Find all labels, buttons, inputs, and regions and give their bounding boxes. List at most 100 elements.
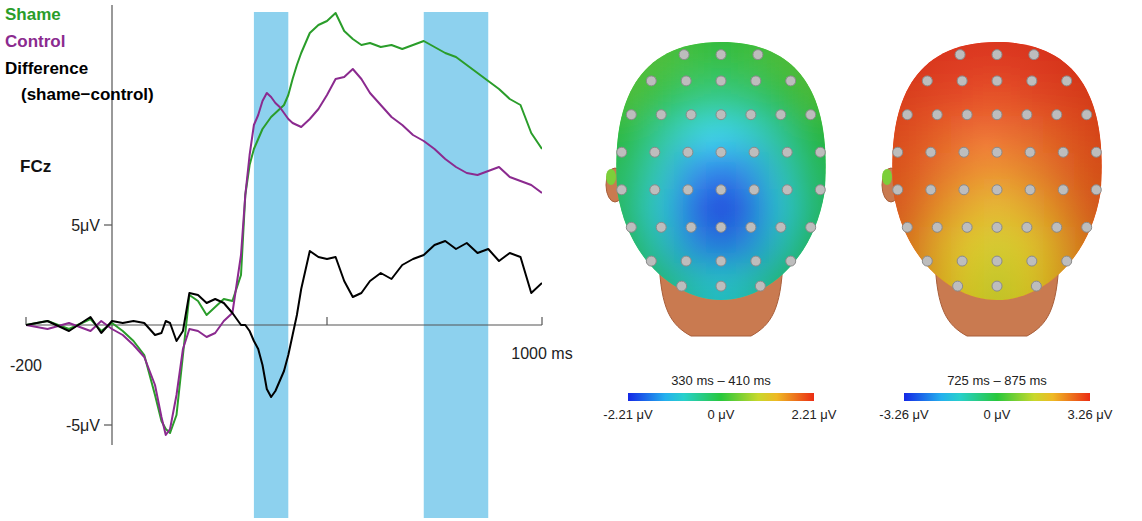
electrode [957, 256, 967, 266]
electrode [1082, 222, 1092, 232]
y-tick [104, 424, 112, 425]
electrode [786, 256, 796, 266]
electrode-title: FCz [20, 157, 51, 176]
electrode [776, 222, 786, 232]
x-tick [25, 317, 26, 325]
topomap [573, 2, 870, 341]
topomap-cell [849, 2, 920, 79]
topomap-cell [798, 263, 869, 340]
topomap-cell [798, 2, 869, 79]
electrode [716, 147, 726, 157]
electrode [749, 147, 759, 157]
analysis-window [254, 12, 288, 518]
electrode [716, 256, 726, 266]
electrode [626, 222, 636, 232]
x-minor-tick [326, 317, 327, 325]
series-line [26, 69, 542, 435]
topomap-cell [573, 2, 644, 79]
electrode [893, 147, 903, 157]
series-line [26, 241, 542, 397]
electrode [776, 110, 786, 120]
topomap-title: 330 ms – 410 ms [671, 373, 771, 388]
electrode [683, 147, 693, 157]
electrode [1022, 110, 1032, 120]
electrode [992, 256, 1002, 266]
color-bar-label: 0 μV [983, 407, 1010, 422]
topomap-cell [1074, 2, 1142, 79]
electrode [926, 185, 936, 195]
x-tick-label: -200 [10, 357, 42, 374]
electrode [1031, 281, 1041, 291]
electrode [932, 110, 942, 120]
electrode [679, 50, 689, 60]
color-bar-label: 0 μV [707, 407, 734, 422]
electrode [959, 185, 969, 195]
electrode [786, 76, 796, 86]
color-bar [904, 393, 1090, 401]
electrode [749, 185, 759, 195]
electrode [957, 76, 967, 86]
electrode [716, 222, 726, 232]
figure: -2001000 ms5μV-5μVShameControlDifference… [0, 0, 1142, 521]
topomap-cell [1074, 263, 1142, 340]
electrode [716, 76, 726, 86]
topomap [849, 2, 1142, 341]
electrode [926, 147, 936, 157]
x-tick-label: 1000 ms [511, 345, 572, 362]
scalp-shading [616, 42, 825, 300]
topomap-field [849, 2, 1142, 341]
electrode [626, 110, 636, 120]
electrode [1082, 110, 1092, 120]
ear-tip [606, 169, 616, 185]
electrode [902, 222, 912, 232]
legend-entry: Difference(shame−control) [5, 59, 154, 104]
electrode [922, 256, 932, 266]
electrode [1027, 256, 1037, 266]
color-bar [628, 393, 814, 401]
background [0, 0, 1142, 521]
scalp-shading [892, 42, 1101, 300]
topomap-field [573, 2, 870, 341]
color-bar-label: 3.26 μV [1067, 407, 1112, 422]
x-tick [541, 317, 542, 325]
electrode [806, 222, 816, 232]
electrode [617, 185, 627, 195]
electrode [686, 110, 696, 120]
series-line [26, 13, 542, 433]
legend-entry: Shame [5, 5, 61, 24]
electrode [806, 110, 816, 120]
electrode [646, 256, 656, 266]
electrode [962, 110, 972, 120]
electrode [646, 76, 656, 86]
plot-area [26, 13, 542, 435]
electrode [716, 185, 726, 195]
electrode [992, 281, 1002, 291]
electrode [746, 110, 756, 120]
electrode [1025, 147, 1035, 157]
electrode [617, 147, 627, 157]
topomap-cell [849, 263, 920, 340]
electrode [1022, 222, 1032, 232]
electrode [716, 50, 726, 60]
scalp-base [892, 42, 1101, 300]
electrode [650, 147, 660, 157]
electrode [681, 76, 691, 86]
electrode [746, 222, 756, 232]
electrode [992, 222, 1002, 232]
electrode [922, 76, 932, 86]
electrode [1052, 222, 1062, 232]
electrode [1091, 185, 1101, 195]
color-bar-label: -3.26 μV [879, 407, 929, 422]
electrode [959, 147, 969, 157]
topomap-cell [573, 263, 644, 340]
electrode [1025, 185, 1035, 195]
y-tick [104, 224, 112, 225]
y-tick-label: 5μV [71, 217, 100, 234]
electrode [1027, 76, 1037, 86]
electrode [716, 110, 726, 120]
x-axis [26, 324, 542, 325]
electrode [656, 222, 666, 232]
electrode [1062, 76, 1072, 86]
electrode [1058, 185, 1068, 195]
electrode [753, 50, 763, 60]
